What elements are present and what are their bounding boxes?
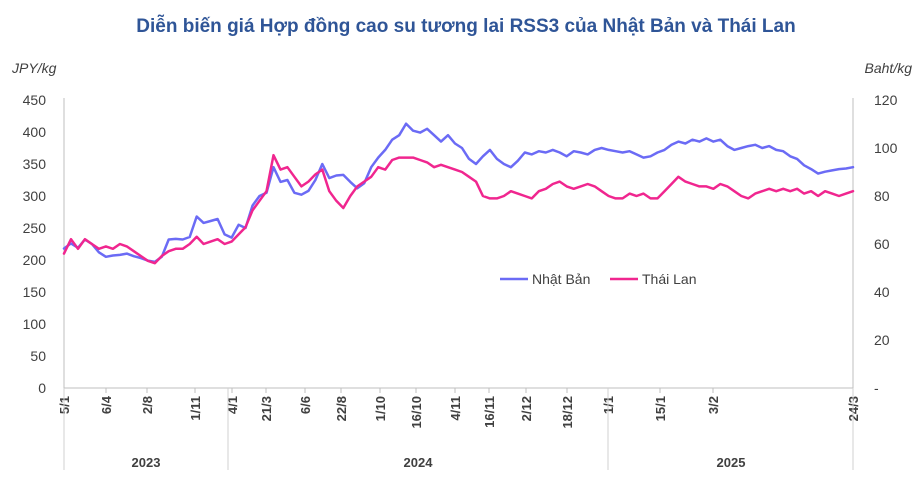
legend-label-nhat-ban: Nhật Bản	[532, 271, 590, 287]
y-left-tick-label: 250	[23, 220, 47, 236]
series-layer	[62, 122, 855, 265]
x-tick-label: 6/6	[298, 396, 313, 414]
x-tick-label: 4/1	[225, 396, 240, 414]
x-tick-label: 18/12	[560, 396, 575, 429]
series-line-nhat-ban	[62, 122, 855, 264]
y-right-tick-label: 80	[874, 188, 890, 204]
legend: Nhật Bản Thái Lan	[500, 271, 696, 287]
y-right-tick-label: 40	[874, 284, 890, 300]
y-left-tick-label: 450	[23, 92, 47, 108]
year-label: 2023	[132, 455, 161, 470]
y-left-tick-label: 100	[23, 316, 47, 332]
y-right-tick-label: -	[874, 380, 879, 396]
x-tick-label: 16/11	[482, 396, 497, 428]
y-left-tick-label: 0	[38, 380, 46, 396]
y-left-tick-label: 350	[23, 156, 47, 172]
y-left-tick-label: 150	[23, 284, 47, 300]
x-tick-label: 4/11	[448, 396, 463, 421]
right-axis-unit: Baht/kg	[865, 60, 913, 76]
y-right-tick-label: 100	[874, 140, 898, 156]
x-tick-label: 2/8	[140, 396, 155, 414]
axes: 0 50 100 150 200 250 300 350 400 450 - 20 40 60 80 100 1…	[23, 92, 898, 470]
x-tick-label: 21/3	[259, 396, 274, 421]
chart-title: Diễn biến giá Hợp đồng cao su tương lai …	[136, 15, 795, 37]
year-label: 2024	[404, 455, 434, 470]
y-right-tick-label: 60	[874, 236, 890, 252]
x-tick-label: 1/11	[188, 396, 203, 421]
y-right-tick-label: 120	[874, 92, 898, 108]
year-label: 2025	[717, 455, 746, 470]
y-left-tick-label: 200	[23, 252, 47, 268]
y-left-tick-label: 400	[23, 124, 47, 140]
x-tick-label: 6/4	[99, 395, 114, 414]
x-tick-label: 22/8	[334, 396, 349, 421]
y-left-tick-label: 50	[30, 348, 46, 364]
y-left-tick-label: 300	[23, 188, 47, 204]
legend-label-thai-lan: Thái Lan	[642, 271, 696, 287]
x-tick-label: 16/10	[409, 396, 424, 429]
left-axis-unit: JPY/kg	[11, 60, 57, 76]
x-tick-label: 3/2	[706, 396, 721, 414]
series-line-thai-lan	[62, 153, 855, 265]
x-tick-label: 2/12	[519, 396, 534, 421]
y-right-tick-label: 20	[874, 332, 890, 348]
x-tick-label: 15/1	[653, 396, 668, 421]
x-tick-label: 1/10	[373, 396, 388, 421]
